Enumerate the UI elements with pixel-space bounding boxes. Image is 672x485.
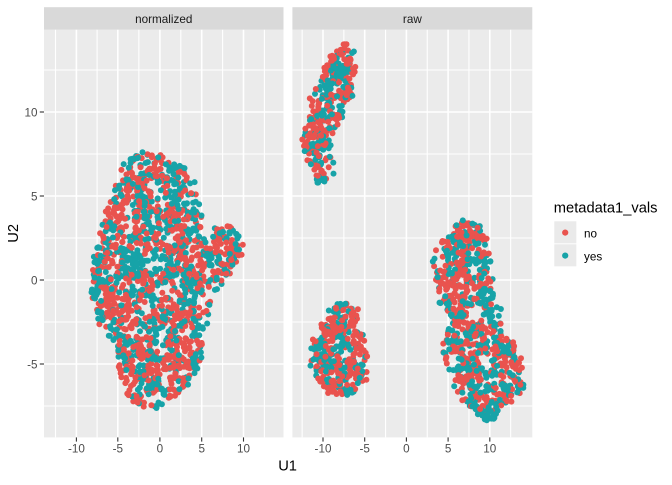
svg-text:yes: yes xyxy=(584,251,602,264)
svg-text:5: 5 xyxy=(31,190,38,203)
svg-text:-5: -5 xyxy=(27,358,38,371)
svg-text:5: 5 xyxy=(445,443,452,456)
svg-text:U2: U2 xyxy=(6,224,22,243)
svg-text:U1: U1 xyxy=(278,459,297,475)
svg-text:raw: raw xyxy=(403,13,422,26)
svg-text:10: 10 xyxy=(483,443,497,456)
svg-text:10: 10 xyxy=(24,106,38,119)
svg-text:-10: -10 xyxy=(68,443,85,456)
svg-text:0: 0 xyxy=(31,274,38,287)
svg-text:0: 0 xyxy=(157,443,164,456)
svg-text:-5: -5 xyxy=(359,443,370,456)
svg-text:10: 10 xyxy=(237,443,251,456)
svg-text:-5: -5 xyxy=(113,443,124,456)
svg-text:normalized: normalized xyxy=(135,13,192,26)
svg-text:metadata1_vals: metadata1_vals xyxy=(554,201,658,217)
svg-text:0: 0 xyxy=(403,443,410,456)
svg-text:5: 5 xyxy=(198,443,205,456)
svg-text:-10: -10 xyxy=(315,443,332,456)
svg-text:no: no xyxy=(584,228,598,241)
